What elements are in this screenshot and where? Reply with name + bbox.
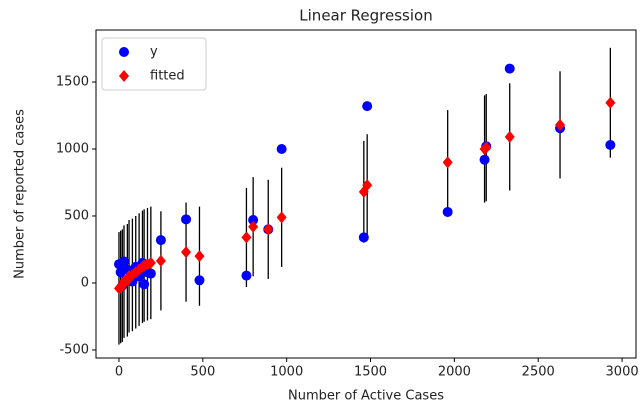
- data-point: [248, 214, 259, 225]
- legend-label: fitted: [150, 69, 185, 84]
- y-axis-label: Number of reported cases: [13, 109, 28, 279]
- data-point: [145, 268, 156, 279]
- fitted-point: [194, 250, 205, 263]
- data-point: [194, 275, 205, 286]
- data-point: [362, 101, 373, 112]
- data-point: [241, 270, 252, 281]
- data-point: [181, 214, 192, 225]
- x-tick-label: 500: [190, 365, 215, 380]
- chart-title: Linear Regression: [299, 7, 432, 25]
- fitted-point: [605, 96, 616, 109]
- legend-marker: [119, 70, 129, 82]
- data-point: [358, 232, 369, 243]
- x-axis-label: Number of Active Cases: [288, 389, 444, 404]
- y-tick-label: 0: [81, 275, 89, 290]
- fitted-point: [442, 156, 453, 169]
- fitted-point: [276, 211, 287, 224]
- fitted-point: [263, 223, 274, 236]
- fitted-point: [555, 118, 566, 131]
- x-tick-label: 0: [115, 365, 123, 380]
- fitted-point: [241, 231, 252, 244]
- fitted-point: [358, 185, 369, 198]
- y-tick-label: 1500: [56, 74, 89, 89]
- y-tick-label: 1000: [56, 141, 89, 156]
- fitted-point: [155, 254, 166, 267]
- plot-frame: [95, 29, 637, 359]
- legend-marker: [119, 47, 129, 57]
- fitted-point: [481, 141, 492, 154]
- x-tick-label: 2500: [522, 365, 555, 380]
- fitted-point: [181, 246, 192, 259]
- data-point: [119, 256, 130, 267]
- x-tick-label: 1500: [354, 365, 387, 380]
- x-tick-label: 1000: [270, 365, 303, 380]
- x-tick-label: 3000: [606, 365, 639, 380]
- data-point: [479, 154, 490, 165]
- data-point: [605, 139, 616, 150]
- data-point: [442, 206, 453, 217]
- fitted-point: [145, 256, 156, 269]
- fitted-point: [248, 220, 259, 233]
- data-point: [139, 279, 150, 290]
- legend-label: y: [150, 45, 158, 60]
- x-tick-label: 2000: [438, 365, 471, 380]
- data-point: [155, 235, 166, 246]
- y-tick-label: 500: [64, 208, 89, 223]
- fitted-point: [504, 130, 515, 143]
- y-tick-label: -500: [59, 342, 89, 357]
- data-point: [276, 143, 287, 154]
- data-point: [504, 63, 515, 74]
